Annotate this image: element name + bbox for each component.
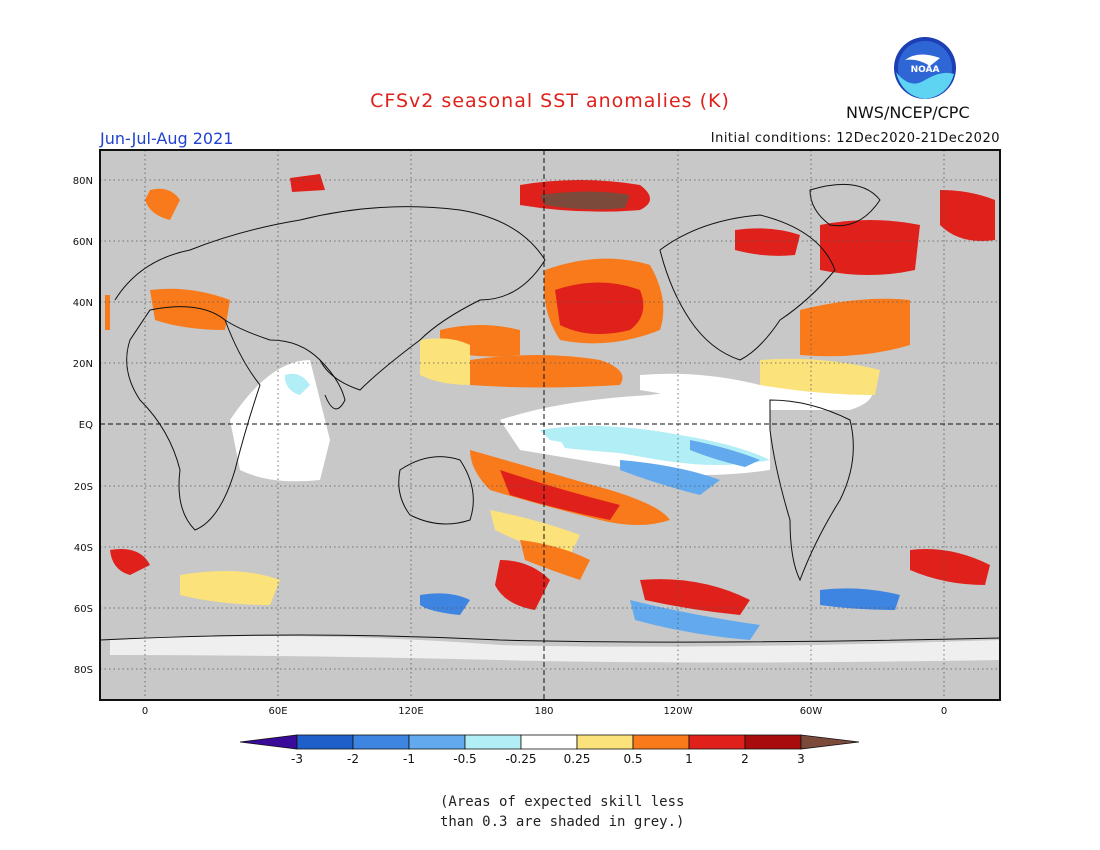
colorbar-segment: [464, 734, 522, 750]
colorbar-right-arrow: [800, 734, 860, 750]
colorbar-tick-label: 3: [797, 752, 805, 766]
colorbar-tick-labels: -3 -2 -1 -0.5 -0.25 0.25 0.5 1 2 3: [291, 752, 805, 766]
lon-label: 120E: [398, 706, 423, 717]
lat-label: 60S: [74, 604, 93, 615]
lat-label: 80S: [74, 665, 93, 676]
colorbar-left-arrow: [239, 734, 298, 750]
colorbar-segment: [296, 734, 354, 750]
colorbar: [239, 734, 860, 750]
season-label: Jun-Jul-Aug 2021: [100, 129, 234, 148]
colorbar-segment: [520, 734, 578, 750]
skill-footnote: (Areas of expected skill less than 0.3 a…: [440, 792, 760, 832]
lon-label: 60W: [800, 706, 823, 717]
map-frame: [99, 149, 1001, 701]
latitude-labels: 80N 60N 40N 20N EQ 20S 40S 60S 80S: [73, 176, 93, 676]
agency-label: NWS/NCEP/CPC: [846, 103, 970, 122]
lat-label: 80N: [73, 176, 93, 187]
lon-label: 0: [142, 706, 148, 717]
colorbar-tick-label: -0.25: [505, 752, 536, 766]
skill-footnote-line: (Areas of expected skill less: [440, 794, 685, 810]
colorbar-segment: [688, 734, 746, 750]
lat-label: 40S: [74, 543, 93, 554]
skill-footnote-line: than 0.3 are shaded in grey.): [440, 814, 685, 830]
colorbar-tick-label: 0.5: [623, 752, 642, 766]
initial-conditions-label: Initial conditions: 12Dec2020-21Dec2020: [710, 131, 1000, 146]
map-title: CFSv2 seasonal SST anomalies (K): [370, 90, 730, 112]
colorbar-segment: [744, 734, 802, 750]
colorbar-tick-label: -1: [403, 752, 415, 766]
colorbar-segment: [632, 734, 690, 750]
anomaly-shading: [105, 174, 1000, 663]
colorbar-segment: [408, 734, 466, 750]
lat-label: 60N: [73, 237, 93, 248]
colorbar-segment: [576, 734, 634, 750]
lat-label: 40N: [73, 298, 93, 309]
lat-label: 20N: [73, 359, 93, 370]
colorbar-segment: [352, 734, 410, 750]
lon-label: 120W: [664, 706, 693, 717]
colorbar-tick-label: 0.25: [564, 752, 591, 766]
lon-label: 60E: [268, 706, 287, 717]
gridlines: [100, 150, 1000, 700]
colorbar-tick-label: -2: [347, 752, 359, 766]
noaa-logo: NOAA: [894, 37, 956, 99]
colorbar-tick-label: -3: [291, 752, 303, 766]
longitude-labels: 0 60E 120E 180 120W 60W 0: [142, 706, 947, 717]
colorbar-tick-label: 1: [685, 752, 693, 766]
lat-label: 20S: [74, 482, 93, 493]
lon-label: 0: [941, 706, 947, 717]
logo-text: NOAA: [911, 65, 940, 75]
colorbar-tick-label: -0.5: [453, 752, 476, 766]
coastlines: [99, 183, 1001, 643]
lon-label: 180: [534, 706, 553, 717]
colorbar-tick-label: 2: [741, 752, 749, 766]
lat-label: EQ: [79, 420, 93, 431]
